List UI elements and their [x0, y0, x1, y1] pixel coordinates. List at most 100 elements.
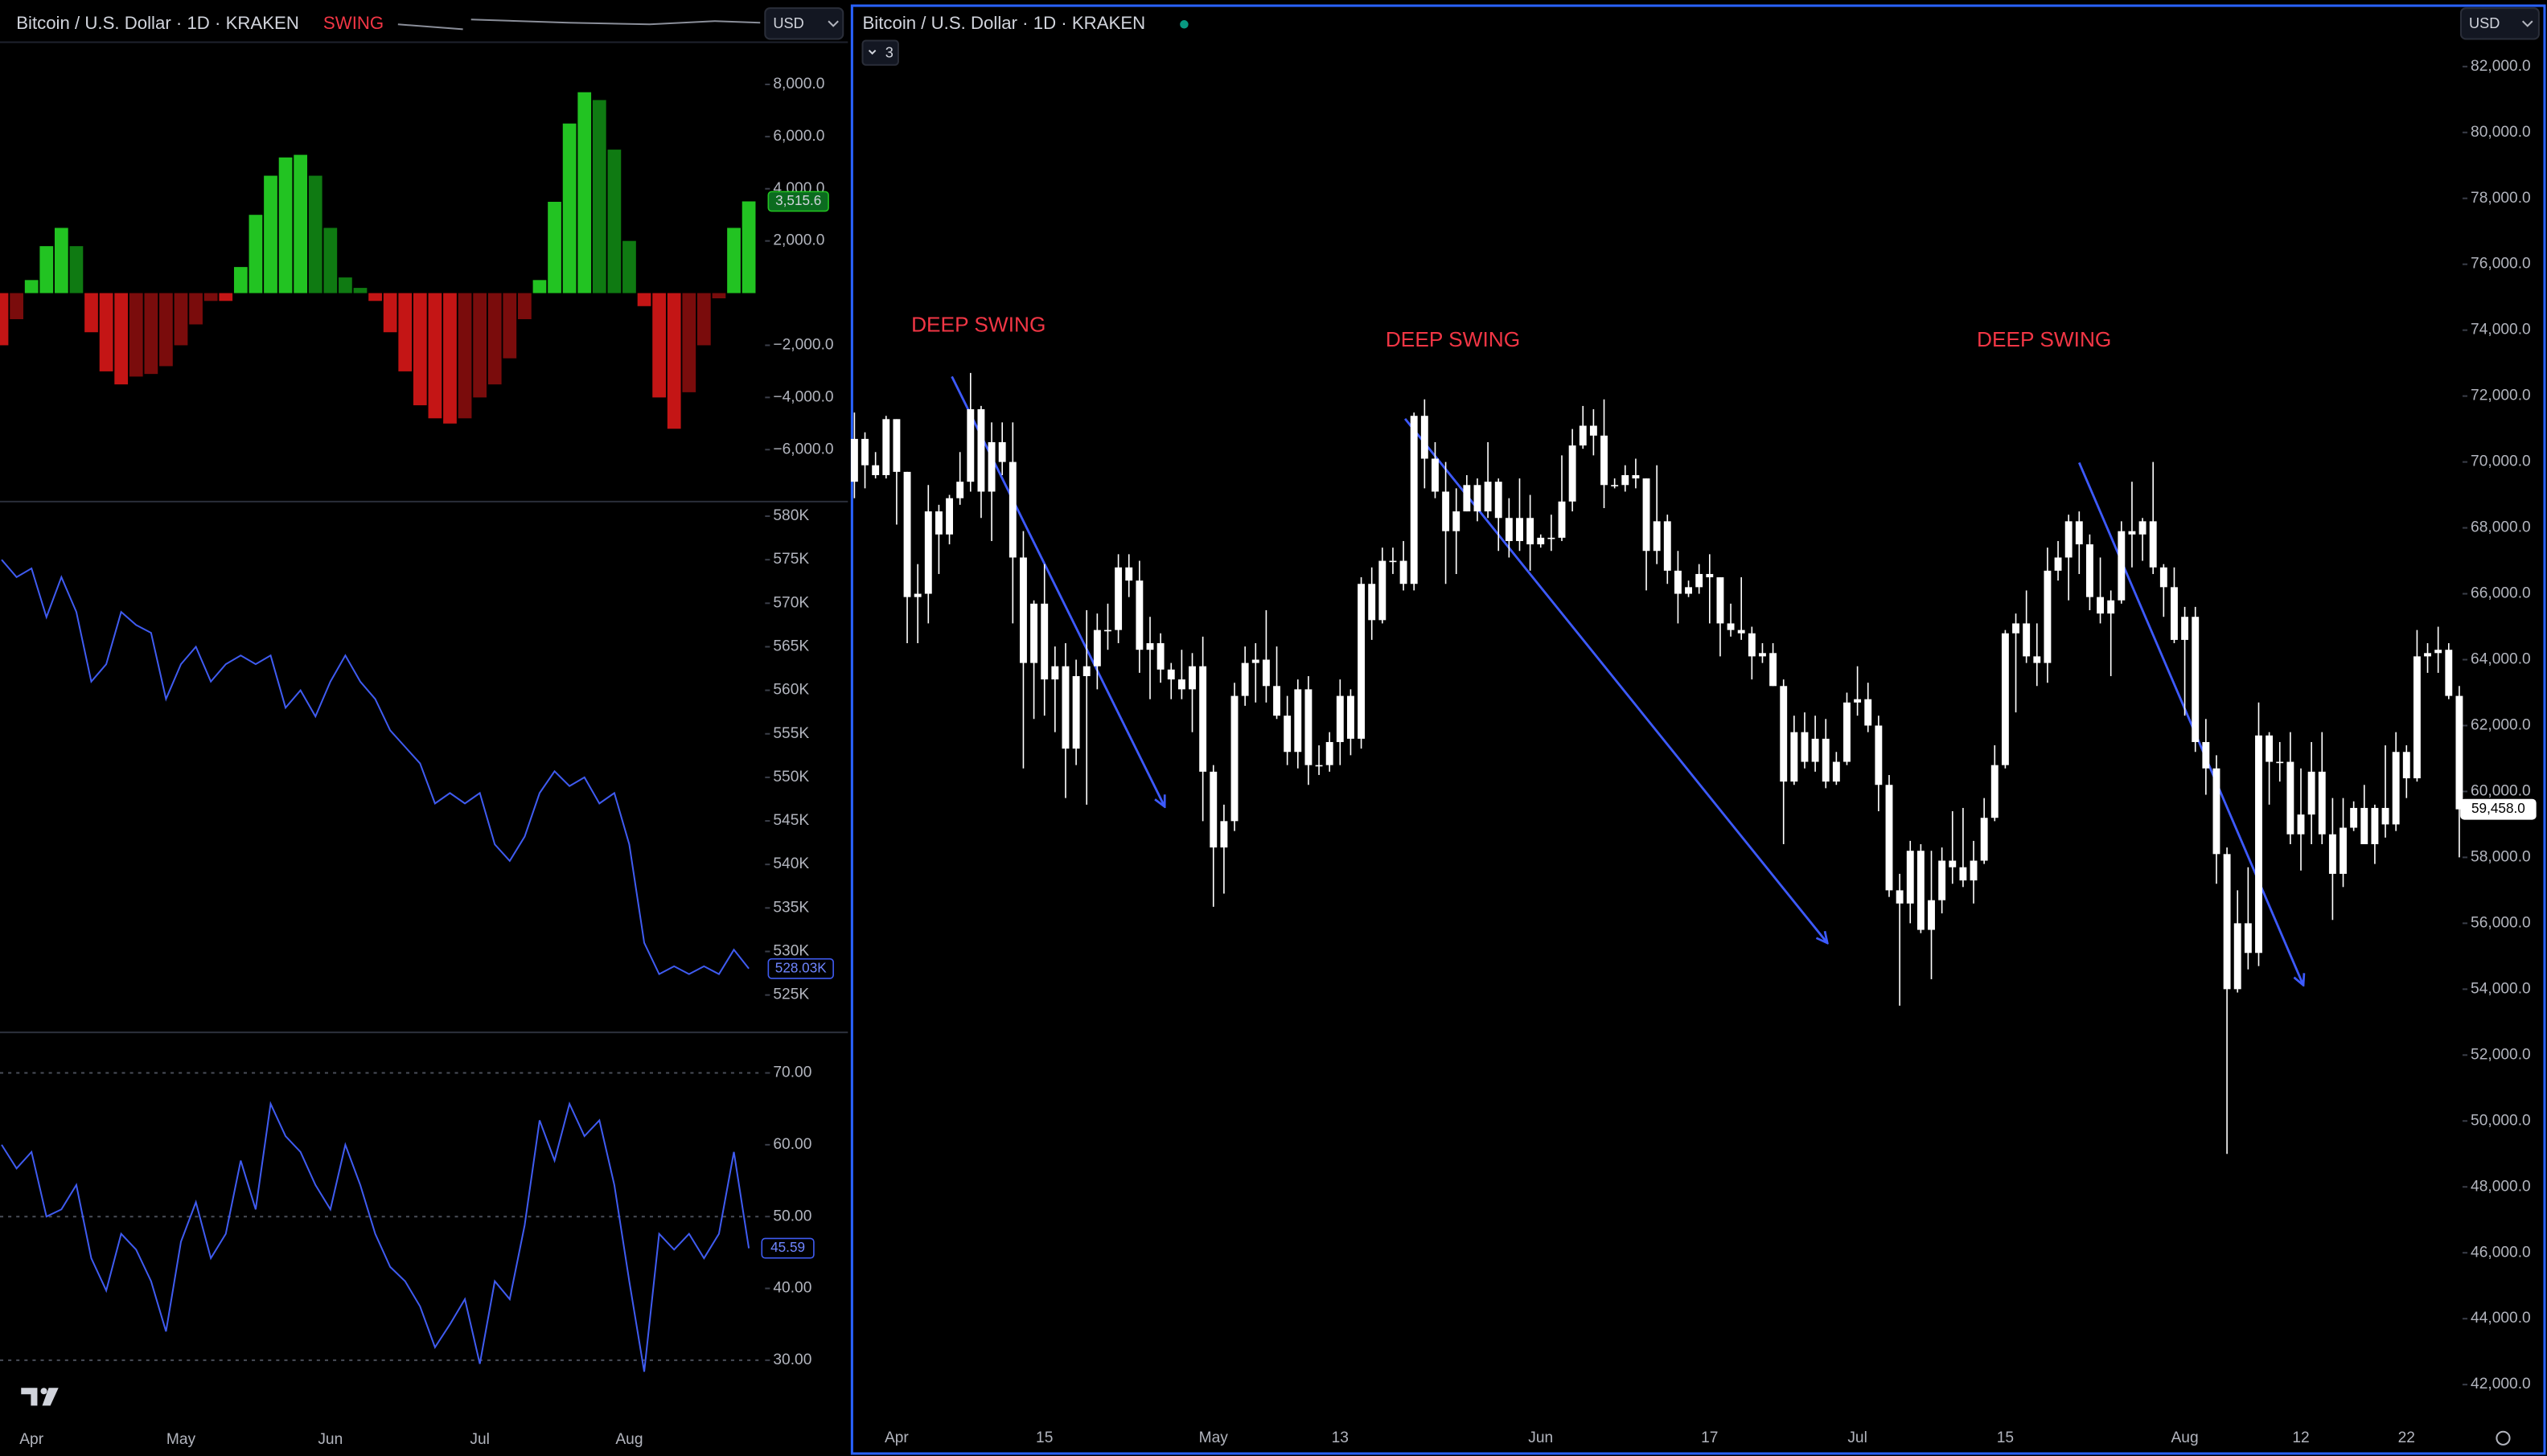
y-tick-label: 560K [773, 682, 809, 699]
candle-body [1537, 537, 1545, 545]
main-header-title: Bitcoin / U.S. Dollar · 1D · KRAKEN [862, 13, 1145, 33]
histogram-bar [54, 228, 68, 293]
candle-body [872, 465, 880, 475]
candle-body [2328, 834, 2336, 874]
candle-body [2434, 650, 2442, 654]
candle-body [1251, 659, 1259, 663]
candle-body [882, 419, 890, 475]
candle-body [2138, 521, 2146, 535]
candle-body [2033, 656, 2041, 663]
y-tick-label: 46,000.0 [2471, 1244, 2531, 1261]
candle-body [2371, 807, 2379, 845]
x-tick-label: May [1199, 1429, 1229, 1446]
button-label[interactable]: USD [773, 15, 803, 31]
candle-body [1093, 630, 1101, 666]
price-tag-label: 3,515.6 [775, 192, 821, 208]
candle-body [2012, 623, 2019, 634]
candle-body [2044, 570, 2052, 663]
histogram-bar [339, 277, 352, 293]
y-tick-label: 44,000.0 [2471, 1310, 2531, 1327]
x-tick-label: Jul [1847, 1429, 1867, 1446]
candle-body [2307, 771, 2315, 815]
histogram-bar [592, 100, 606, 293]
candle-body [1780, 686, 1788, 782]
candle-body [861, 438, 869, 466]
left-header-title: Bitcoin / U.S. Dollar · 1D · KRAKEN [16, 13, 299, 33]
candle-body [1104, 630, 1111, 632]
candle-body [2244, 923, 2252, 954]
logo-part [42, 1388, 59, 1406]
candle-body [1748, 633, 1756, 657]
candle-body [2223, 854, 2231, 990]
histogram-bar [203, 293, 218, 301]
collapse-button[interactable]: 3 [861, 39, 899, 66]
histogram-bar [24, 280, 39, 293]
candle-body [1885, 785, 1893, 891]
histogram-bar [652, 293, 666, 398]
x-tick-label: 13 [1332, 1429, 1349, 1446]
candle-body [1062, 666, 1070, 749]
x-tick-label: 22 [2398, 1429, 2415, 1446]
market-status-dot [1180, 20, 1189, 29]
candle-body [2360, 807, 2368, 845]
histogram-bar [428, 293, 442, 419]
candle-body [1516, 518, 1523, 541]
candle-body [1822, 738, 1830, 782]
button-box [764, 7, 844, 40]
x-tick-label: Aug [615, 1431, 643, 1448]
candle-body [1790, 732, 1798, 782]
candle-body [1146, 643, 1154, 650]
candle-body [1115, 567, 1123, 630]
candle-body [1653, 521, 1661, 552]
candle-body [1737, 630, 1745, 634]
candle-body [903, 471, 911, 597]
candle-body [2455, 695, 2463, 810]
candle-body [988, 442, 996, 492]
y-tick-label: 54,000.0 [2471, 980, 2531, 997]
candle-body [1432, 458, 1439, 492]
histogram-bar [99, 293, 113, 371]
histogram-bar [144, 293, 158, 375]
y-tick-label: 82,000.0 [2471, 58, 2531, 75]
candle-body [1832, 761, 1840, 782]
collapsed-count[interactable]: 3 [885, 44, 894, 60]
candle-body [1325, 741, 1333, 765]
y-tick-label: 60.00 [773, 1136, 811, 1153]
candle-body [1220, 821, 1228, 848]
candle-body [1938, 860, 1946, 900]
candle-body [1589, 425, 1597, 436]
settings-icon[interactable] [2496, 1430, 2511, 1446]
candle-body [1051, 666, 1059, 680]
x-tick-label: 12 [2292, 1429, 2309, 1446]
price-tag-label: 528.03K [775, 959, 827, 975]
currency-button[interactable]: USD [764, 7, 844, 40]
candle-body [1315, 765, 1323, 767]
candle-body [1030, 603, 1038, 663]
price-tag [767, 958, 834, 979]
y-tick-label: 540K [773, 855, 809, 872]
histogram-bar [637, 293, 651, 306]
y-tick-label: 70,000.0 [2471, 453, 2531, 470]
x-tick-label: Jun [318, 1431, 343, 1448]
histogram-bar [548, 201, 561, 293]
candle-body [2286, 761, 2294, 835]
candle-body [1082, 666, 1091, 676]
histogram-bar [667, 293, 681, 429]
y-tick-label: 555K [773, 725, 809, 742]
currency-button[interactable]: USD [2459, 7, 2540, 40]
candle-body [1189, 666, 1196, 690]
y-tick-label: 580K [773, 507, 809, 524]
y-tick-label: 78,000.0 [2471, 190, 2531, 207]
candle-body [850, 438, 858, 482]
histogram-bar [308, 175, 322, 293]
candle-body [1990, 765, 1999, 818]
y-tick-label: 70.00 [773, 1064, 811, 1081]
y-tick-label: 6,000.0 [773, 128, 824, 145]
price-tag [761, 1237, 815, 1259]
candle-body [1916, 851, 1925, 930]
y-tick-label: 62,000.0 [2471, 717, 2531, 734]
candle-body [956, 482, 964, 498]
button-label[interactable]: USD [2469, 15, 2500, 31]
histogram-bar [84, 293, 98, 333]
logo-part [21, 1388, 38, 1406]
